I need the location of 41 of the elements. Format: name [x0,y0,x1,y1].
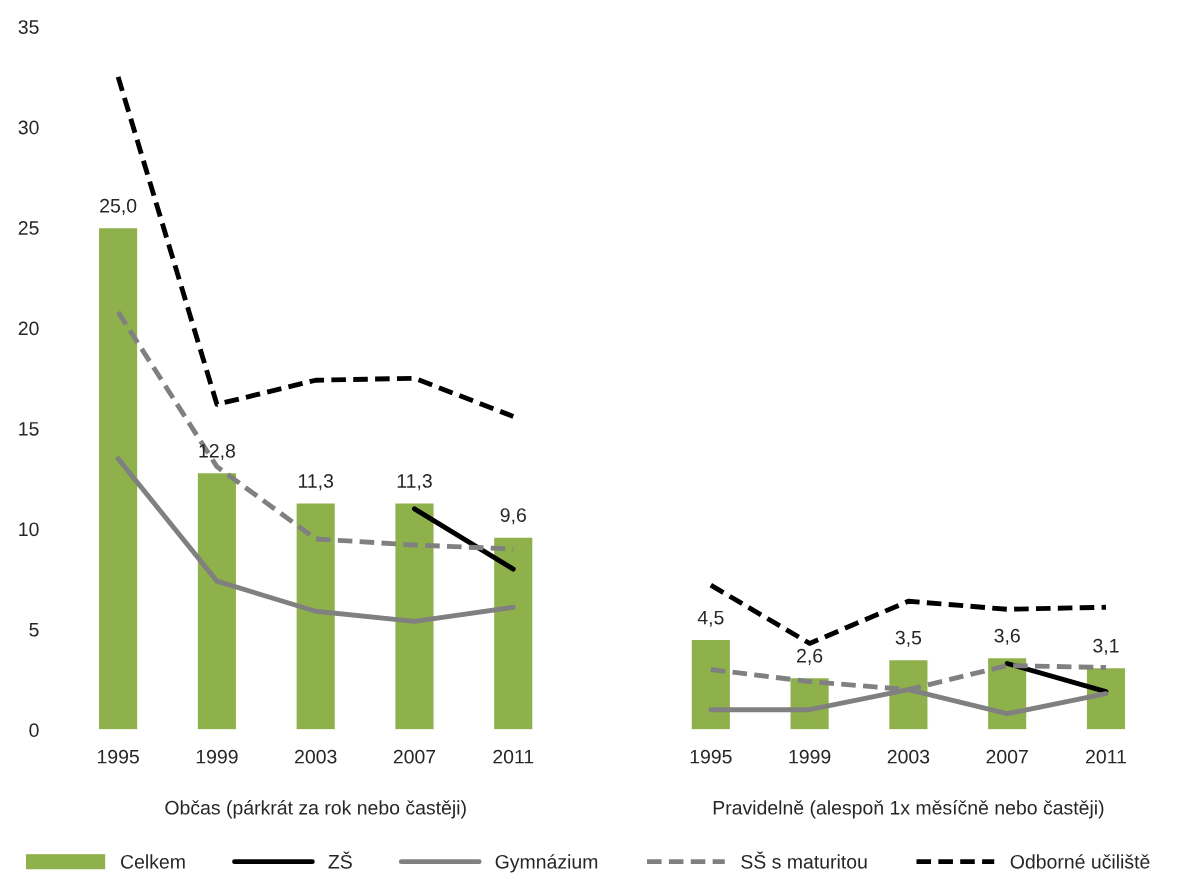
legend-label: SŠ s maturitou [741,851,867,869]
legend-label: Celkem [121,854,185,869]
legend-label: ZŠ [328,851,352,869]
x-tick-label: 2003 [295,749,337,764]
bar [97,226,139,730]
bar [690,638,732,730]
y-tick-label: 0 [29,723,39,738]
data-label: 4,5 [697,610,724,627]
bar [394,502,435,730]
legend-label: Odborné učiliště [1010,854,1150,869]
y-tick-label: 5 [29,623,39,637]
bar [196,471,238,730]
bar [295,502,337,730]
data-label: 12,8 [199,443,235,461]
data-label: 25,0 [100,198,137,215]
y-tick-label: 30 [18,120,39,135]
y-tick-label: 35 [18,20,39,34]
data-label: 2,6 [797,648,823,665]
x-tick-label: 2011 [493,749,534,764]
x-tick-label: 2011 [1086,749,1126,764]
data-label: 3,1 [1093,638,1119,655]
data-label: 11,3 [397,474,432,491]
data-label: 3,6 [994,628,1020,645]
data-label: 9,6 [500,508,526,525]
legend-label: Gymnázium [495,854,598,873]
text: Občas (párkrát za rok nebo častěji) [165,800,466,819]
text: Pravidelně (alespoň 1x měsíčně nebo častěji) [713,800,1104,819]
bar [492,536,534,730]
y-tick-label: 20 [18,321,39,336]
x-tick-label: 1999 [789,749,831,764]
y-tick-label: 15 [19,422,39,436]
x-tick-label: 1999 [196,749,238,764]
x-tick-label: 2003 [887,749,930,764]
y-tick-label: 10 [19,522,39,537]
x-tick-label: 2007 [393,749,436,764]
data-label: 11,3 [298,474,334,491]
y-tick-label: 25 [18,221,39,235]
x-tick-label: 2007 [986,749,1028,764]
x-tick-label: 1995 [690,749,732,764]
x-tick-label: 1995 [97,749,139,764]
data-label: 3,5 [895,630,922,647]
